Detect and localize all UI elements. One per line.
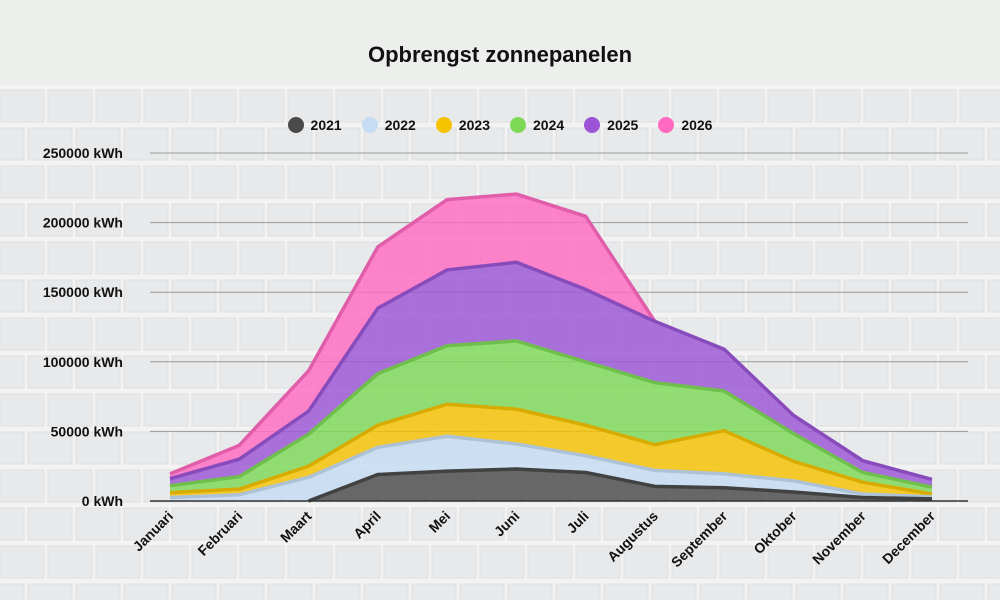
y-tick-label: 200000 kWh: [43, 215, 123, 231]
series-line-2021: [307, 467, 933, 503]
series-area-2026[interactable]: [170, 194, 655, 479]
x-tick-label: Januari: [130, 508, 177, 555]
legend-swatch: [658, 117, 675, 133]
series-line-2026: [169, 192, 657, 476]
x-tick-label: December: [879, 507, 939, 567]
legend-label: 2025: [607, 117, 639, 133]
y-tick-label: 50000 kWh: [51, 423, 123, 439]
legend-label: 2024: [533, 117, 565, 133]
x-tick-label: Juli: [563, 508, 591, 536]
series-area-2025[interactable]: [170, 262, 932, 488]
x-tick-label: April: [350, 508, 384, 542]
x-tick-label: Oktober: [750, 507, 800, 557]
legend-swatch: [584, 117, 601, 133]
legend-item-2021[interactable]: 2021: [287, 117, 342, 133]
series-line-2022: [169, 434, 933, 500]
legend-item-2026[interactable]: 2026: [658, 117, 712, 133]
y-tick-label: 250000 kWh: [43, 145, 123, 161]
x-tick-label: Maart: [277, 508, 315, 546]
series-area-2022[interactable]: [170, 436, 932, 501]
series-line-2024: [169, 339, 933, 489]
x-tick-label: Augustus: [604, 508, 661, 565]
y-tick-label: 100000 kWh: [43, 354, 123, 370]
series-line-2023: [169, 402, 933, 496]
y-tick-label: 150000 kWh: [43, 284, 123, 300]
chart-legend: 2021 2022 2023 2024 2025 2026: [0, 117, 1000, 133]
legend-item-2022[interactable]: 2022: [361, 117, 416, 133]
legend-swatch: [510, 117, 526, 133]
legend-item-2025[interactable]: 2025: [584, 117, 638, 133]
legend-label: 2021: [310, 117, 342, 133]
x-tick-label: Februari: [194, 508, 245, 559]
legend-swatch: [287, 117, 304, 133]
legend-label: 2022: [384, 117, 416, 133]
x-tick-label: Mei: [425, 508, 453, 536]
series-line-2025: [169, 260, 933, 482]
legend-label: 2026: [681, 117, 713, 133]
legend-swatch: [435, 117, 452, 133]
y-tick-label: 0 kWh: [82, 493, 123, 509]
series-areas: [169, 192, 933, 503]
x-tick-label: November: [809, 507, 869, 567]
legend-swatch: [361, 117, 378, 133]
legend-label: 2023: [458, 117, 490, 133]
legend-item-2024[interactable]: 2024: [510, 117, 564, 133]
series-area-2021[interactable]: [308, 468, 933, 501]
x-tick-label: Juni: [491, 508, 523, 540]
legend-item-2023[interactable]: 2023: [435, 117, 490, 133]
x-tick-label: September: [668, 507, 731, 570]
chart-title: Opbrengst zonnepanelen: [367, 42, 633, 67]
